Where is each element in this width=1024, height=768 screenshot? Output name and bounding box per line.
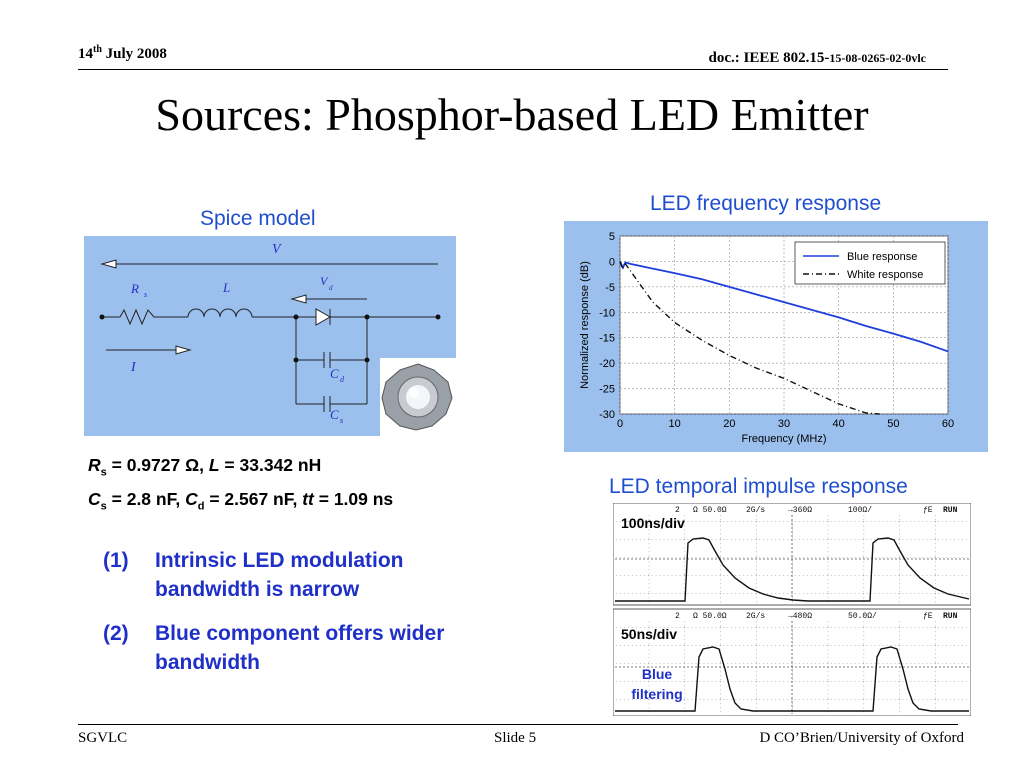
scope-2: 2 Ω 50.0Ω 2G/s →480Ω 50.0Ω/ ƒE RUN 50ns/… — [613, 608, 971, 716]
svg-text:2: 2 — [675, 612, 680, 621]
blue-filtering-label-1: Blue — [642, 666, 673, 682]
spice-model-caption: Spice model — [200, 207, 316, 230]
scope-2-trace — [615, 646, 969, 712]
footer-author: D CO’Brien/University of Oxford — [759, 730, 964, 746]
footer-left: SGVLC — [78, 730, 128, 746]
frequency-response-chart: 0 10 20 30 40 50 6050-5-10-15-20-25-30Frequenc… — [579, 231, 954, 445]
param-line-1: Rs = 0.9727 Ω, L = 33.342 nH — [88, 455, 322, 479]
impulse-response-scopes: 2 Ω 50.0Ω 2G/s →360Ω 100Ω/ ƒE RUN 100ns/… — [613, 503, 971, 716]
resistor — [102, 308, 188, 326]
svg-text:RUN: RUN — [943, 612, 958, 621]
svg-text:Ω 50.0Ω: Ω 50.0Ω — [693, 612, 727, 621]
x-tick-label: 30 — [778, 418, 790, 430]
label-L: L — [222, 280, 230, 295]
y-tick-label: 5 — [609, 231, 615, 243]
y-tick-label: -20 — [599, 358, 615, 370]
header-rule — [78, 69, 948, 70]
svg-text:50.0Ω/: 50.0Ω/ — [848, 612, 877, 621]
label-R: R — [130, 281, 139, 296]
header-date: 14th July 2008 — [78, 44, 167, 62]
svg-text:s: s — [340, 416, 343, 425]
svg-text:Ω 50.0Ω: Ω 50.0Ω — [693, 506, 727, 515]
label-Cd: C — [330, 366, 339, 381]
label-V: V — [272, 242, 282, 257]
x-axis-label: Frequency (MHz) — [742, 433, 827, 445]
footer-slide-number: Slide 5 — [494, 730, 537, 746]
slide-title: Sources: Phosphor-based LED Emitter — [155, 89, 869, 140]
series-line-white — [619, 261, 880, 415]
diode — [315, 308, 332, 326]
led-photo — [380, 358, 456, 436]
footer-rule — [78, 724, 958, 725]
voltage-arrowhead — [100, 259, 117, 269]
legend-box — [794, 241, 946, 285]
current-arrowhead — [175, 345, 192, 355]
svg-text:2G/s: 2G/s — [746, 506, 765, 515]
scope-1: 2 Ω 50.0Ω 2G/s →360Ω 100Ω/ ƒE RUN 100ns/… — [613, 503, 971, 606]
y-tick-label: -15 — [599, 333, 615, 345]
label-Cs: C — [330, 407, 339, 422]
scope-2-timebase: 50ns/div — [621, 626, 677, 642]
legend-entry: Blue response — [847, 251, 917, 263]
spice-model-circuit: V R s L V d I C d C s — [84, 236, 456, 436]
svg-text:2G/s: 2G/s — [746, 612, 765, 621]
svg-text:d: d — [340, 375, 345, 384]
note-item: (1) Intrinsic LED modulation bandwidth is… — [103, 549, 404, 601]
blue-filtering-label-2: filtering — [631, 686, 682, 702]
header-doc-id: doc.: IEEE 802.15-15-08-0265-02-0vlc — [708, 50, 927, 66]
svg-text:ƒE: ƒE — [923, 506, 933, 515]
svg-text:ƒE: ƒE — [923, 612, 933, 621]
x-tick-label: 50 — [887, 418, 899, 430]
series-line-blue — [619, 261, 949, 353]
svg-text:RUN: RUN — [943, 506, 958, 515]
y-axis-label: Normalized response (dB) — [579, 261, 591, 389]
inductor — [187, 308, 253, 318]
frequency-chart-panel: 0 10 20 30 40 50 60 5 0 -5 -10 -15 -20 -25 -30 Frequenc… — [564, 221, 988, 452]
svg-text:s: s — [144, 290, 147, 299]
legend-entry: White response — [847, 269, 923, 281]
scope-1-trace — [615, 537, 970, 602]
svg-text:d: d — [329, 284, 333, 292]
svg-text:2: 2 — [675, 506, 680, 515]
x-tick-label: 0 — [617, 418, 623, 430]
svg-text:→360Ω: →360Ω — [788, 506, 812, 515]
x-tick-label: 40 — [833, 418, 845, 430]
note-item: (2) Blue component offers wider bandwidth — [103, 622, 445, 674]
x-tick-label: 60 — [942, 418, 954, 430]
svg-text:100Ω/: 100Ω/ — [848, 506, 872, 515]
impulse-response-caption: LED temporal impulse response — [609, 475, 908, 498]
label-Vd: V — [320, 274, 329, 288]
x-tick-label: 20 — [723, 418, 735, 430]
notes-list: (1) Intrinsic LED modulation bandwidth is… — [103, 546, 465, 692]
y-tick-label: -5 — [605, 282, 615, 294]
x-tick-label: 10 — [669, 418, 681, 430]
spice-parameters: Rs = 0.9727 Ω, L = 33.342 nH Cs = 2.8 nF… — [88, 452, 393, 519]
y-tick-label: 0 — [609, 256, 615, 268]
y-tick-label: -30 — [599, 409, 615, 421]
y-tick-label: -10 — [599, 307, 615, 319]
param-line-2: Cs = 2.8 nF, Cd = 2.567 nF, tt = 1.09 ns — [88, 488, 394, 513]
y-tick-label: -25 — [599, 384, 615, 396]
svg-text:→480Ω: →480Ω — [788, 612, 812, 621]
scope-1-timebase: 100ns/div — [621, 515, 685, 531]
label-I: I — [130, 360, 137, 375]
frequency-response-caption: LED frequency response — [650, 192, 882, 215]
